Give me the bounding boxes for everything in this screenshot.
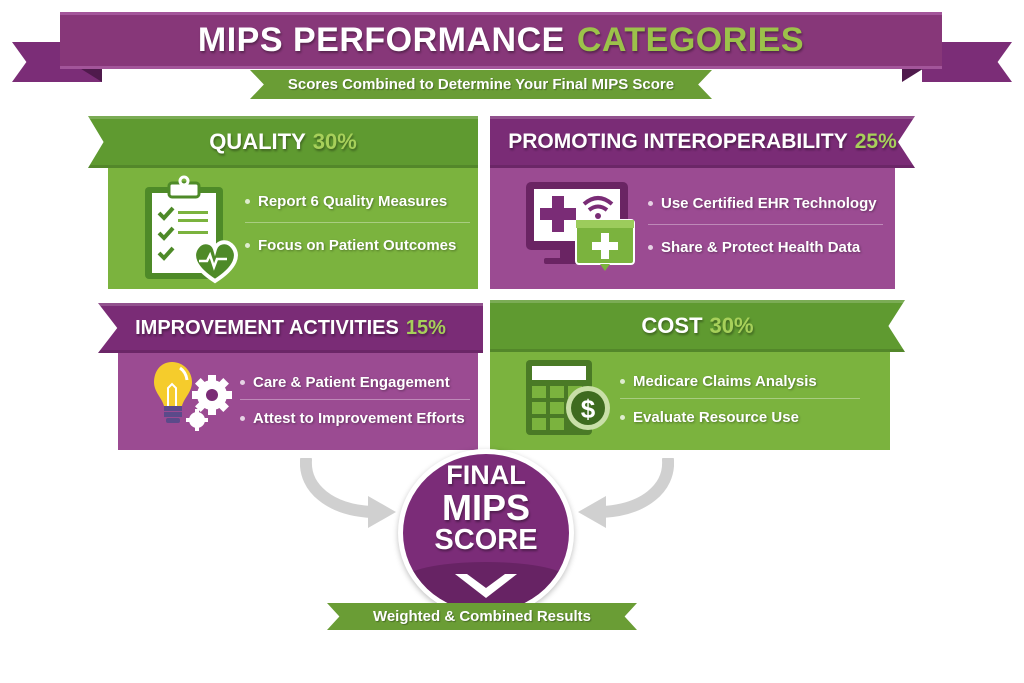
card-header: IMPROVEMENT ACTIVITIES 15% — [98, 303, 483, 353]
bullet-dot — [620, 414, 625, 420]
bullet-item: Use Certified EHR Technology — [648, 192, 883, 214]
clipboard-checklist-heart-icon — [145, 175, 238, 284]
bullet-dot — [648, 244, 653, 250]
category-name: QUALITY — [209, 129, 306, 154]
title-banner: MIPS PERFORMANCE CATEGORIES — [60, 12, 942, 69]
category-weight: 30% — [709, 313, 754, 338]
curved-arrow-left-icon — [578, 458, 674, 528]
bullet-item: Medicare Claims Analysis — [620, 370, 860, 392]
subtitle-banner: Scores Combined to Determine Your Final … — [250, 70, 712, 99]
category-weight: 30% — [312, 129, 357, 154]
category-weight: 25% — [854, 130, 897, 153]
bullet-item: Care & Patient Engagement — [240, 371, 470, 393]
bullet-text: Use Certified EHR Technology — [661, 194, 877, 212]
final-line-1: FINAL — [446, 460, 526, 490]
final-score-text: FINAL MIPS SCORE — [403, 462, 569, 555]
bullet-item: Evaluate Resource Use — [620, 406, 860, 428]
bullet-text: Report 6 Quality Measures — [258, 192, 448, 210]
bullet-dot — [245, 198, 250, 204]
footer-text: Weighted & Combined Results — [372, 608, 592, 625]
bullet-dot — [245, 242, 250, 248]
bullet-dot — [240, 415, 245, 421]
bullet-text: Care & Patient Engagement — [253, 373, 450, 391]
bullet-list: Report 6 Quality Measures Focus on Patie… — [245, 190, 470, 256]
subtitle-text: Scores Combined to Determine Your Final … — [287, 76, 675, 93]
monitor-medical-wifi-icon — [526, 182, 635, 271]
divider — [240, 399, 470, 400]
divider — [620, 398, 860, 399]
bullet-text: Evaluate Resource Use — [633, 408, 799, 426]
bullet-text: Focus on Patient Outcomes — [258, 236, 457, 254]
card-header: PROMOTING INTEROPERABILITY 25% — [490, 116, 915, 168]
bullet-item: Share & Protect Health Data — [648, 236, 883, 258]
lightbulb-gears-icon — [154, 362, 232, 431]
divider — [245, 222, 470, 223]
svg-text:$: $ — [581, 394, 596, 424]
bullet-dot — [620, 378, 625, 384]
bullet-dot — [240, 379, 245, 385]
bullet-list: Use Certified EHR Technology Share & Pro… — [648, 192, 883, 258]
bullet-text: Share & Protect Health Data — [661, 238, 861, 256]
calculator-dollar-icon: $ — [526, 360, 610, 435]
bullet-list: Medicare Claims Analysis Evaluate Resour… — [620, 370, 860, 428]
category-name: IMPROVEMENT ACTIVITIES — [135, 316, 399, 339]
title-main-text: MIPS PERFORMANCE — [197, 21, 565, 59]
card-header: COST 30% — [490, 300, 905, 352]
category-name: PROMOTING INTEROPERABILITY — [508, 130, 848, 153]
title-accent-text: CATEGORIES — [576, 21, 805, 59]
bullet-item: Attest to Improvement Efforts — [240, 407, 470, 429]
final-score-badge: FINAL MIPS SCORE — [398, 449, 574, 617]
card-header: QUALITY 30% — [88, 116, 478, 168]
final-line-2: MIPS — [441, 487, 530, 528]
bullet-text: Attest to Improvement Efforts — [253, 409, 465, 427]
bullet-item: Focus on Patient Outcomes — [245, 234, 470, 256]
final-line-3: SCORE — [434, 524, 538, 556]
bullet-text: Medicare Claims Analysis — [633, 372, 817, 390]
bullet-list: Care & Patient Engagement Attest to Impr… — [240, 371, 470, 429]
divider — [648, 224, 883, 225]
bullet-dot — [648, 200, 653, 206]
chevron-down-icon — [455, 574, 517, 598]
footer-banner: Weighted & Combined Results — [327, 603, 637, 630]
category-name: COST — [641, 313, 703, 338]
bullet-item: Report 6 Quality Measures — [245, 190, 470, 212]
curved-arrow-right-icon — [300, 458, 396, 528]
category-weight: 15% — [405, 316, 446, 339]
